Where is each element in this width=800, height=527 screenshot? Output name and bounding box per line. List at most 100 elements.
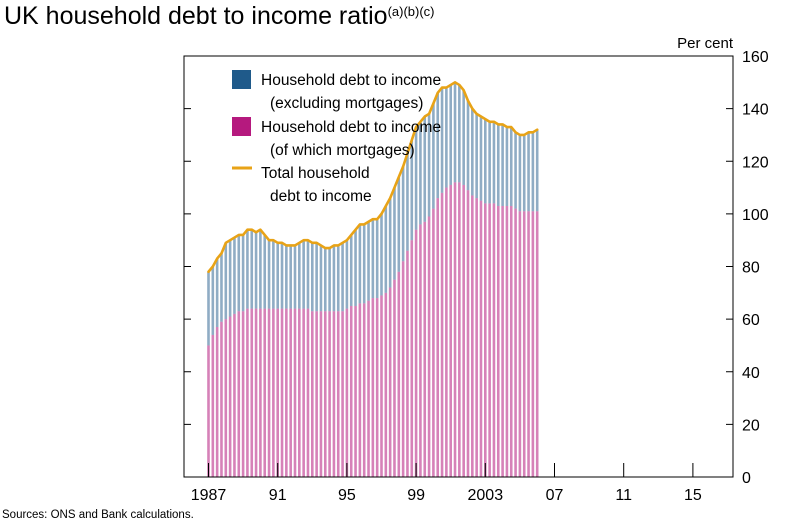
mortgage-bar bbox=[445, 187, 448, 477]
mortgage-bar bbox=[228, 316, 232, 477]
mortgage-bar bbox=[345, 308, 349, 477]
mortgage-bar bbox=[220, 321, 223, 477]
non-mortgage-bar bbox=[445, 87, 448, 188]
non-mortgage-bar bbox=[380, 213, 383, 296]
non-mortgage-bar bbox=[492, 121, 496, 204]
mortgage-bar bbox=[419, 224, 422, 477]
non-mortgage-bar bbox=[484, 119, 487, 204]
mortgage-bar bbox=[410, 240, 414, 477]
non-mortgage-bar bbox=[298, 242, 301, 309]
legend-label-mortgage: Household debt to income bbox=[261, 119, 441, 136]
mortgage-bar bbox=[458, 182, 461, 478]
non-mortgage-bar bbox=[280, 242, 284, 309]
non-mortgage-bar bbox=[423, 116, 427, 222]
mortgage-bar bbox=[246, 308, 249, 477]
non-mortgage-bar bbox=[388, 198, 392, 288]
non-mortgage-bar bbox=[224, 242, 228, 320]
non-mortgage-bar bbox=[406, 153, 409, 251]
non-mortgage-bar bbox=[384, 205, 388, 293]
y-tick-label: 0 bbox=[742, 470, 751, 487]
non-mortgage-bar bbox=[254, 232, 258, 309]
mortgage-bar bbox=[484, 203, 487, 477]
non-mortgage-bar bbox=[453, 82, 457, 183]
non-mortgage-bar bbox=[501, 124, 504, 206]
mortgage-bar bbox=[311, 311, 314, 477]
non-mortgage-bar bbox=[462, 90, 465, 185]
mortgage-bar bbox=[397, 271, 401, 477]
non-mortgage-bar bbox=[233, 237, 236, 314]
mortgage-bar bbox=[280, 308, 284, 477]
mortgage-bar bbox=[496, 205, 500, 477]
non-mortgage-bar bbox=[522, 134, 526, 212]
non-mortgage-bar bbox=[471, 108, 474, 196]
source-note: Sources: ONS and Bank calculations. bbox=[2, 509, 194, 521]
mortgage-bar bbox=[211, 334, 215, 477]
non-mortgage-bar bbox=[259, 229, 262, 309]
legend: Household debt to income (excluding mortg… bbox=[232, 70, 441, 205]
non-mortgage-bar bbox=[371, 219, 375, 299]
mortgage-bar bbox=[341, 311, 344, 477]
non-mortgage-bar bbox=[289, 245, 292, 309]
non-mortgage-bar bbox=[440, 87, 444, 193]
non-mortgage-bar bbox=[518, 134, 522, 212]
y-tick-label: 20 bbox=[742, 417, 760, 434]
non-mortgage-bar bbox=[527, 132, 530, 212]
non-mortgage-bar bbox=[341, 242, 344, 312]
mortgage-bar bbox=[380, 295, 383, 477]
mortgage-bar bbox=[453, 182, 457, 478]
legend-label-non_mortgage: (excluding mortgages) bbox=[270, 95, 423, 112]
non-mortgage-bar bbox=[207, 271, 210, 346]
mortgage-bar bbox=[267, 308, 271, 477]
mortgage-bar bbox=[406, 250, 409, 477]
mortgage-bar bbox=[522, 211, 526, 477]
mortgage-bar bbox=[427, 216, 431, 477]
y-tick-label: 120 bbox=[742, 154, 769, 171]
non-mortgage-bar bbox=[285, 245, 288, 309]
x-tick-label: 11 bbox=[615, 487, 632, 504]
non-mortgage-bar bbox=[367, 221, 370, 301]
x-tick-label: 95 bbox=[338, 487, 356, 504]
mortgage-bar bbox=[306, 308, 310, 477]
non-mortgage-bar bbox=[432, 103, 435, 209]
non-mortgage-bar bbox=[488, 121, 491, 204]
mortgage-bar bbox=[336, 311, 340, 477]
bars-group bbox=[207, 82, 539, 478]
x-tick-label: 99 bbox=[407, 487, 425, 504]
non-mortgage-bar bbox=[211, 266, 215, 335]
non-mortgage-bar bbox=[228, 240, 232, 317]
non-mortgage-bar bbox=[466, 100, 470, 191]
non-mortgage-bar bbox=[276, 242, 279, 309]
non-mortgage-bar bbox=[479, 116, 483, 201]
legend-label-non_mortgage: Household debt to income bbox=[261, 72, 441, 89]
x-tick-label: 2003 bbox=[468, 487, 504, 504]
non-mortgage-bar bbox=[220, 253, 223, 322]
legend-swatch-mortgage bbox=[232, 117, 251, 136]
mortgage-bar bbox=[449, 184, 452, 477]
non-mortgage-bar bbox=[410, 140, 414, 241]
non-mortgage-bar bbox=[323, 248, 327, 312]
non-mortgage-bar bbox=[401, 166, 405, 262]
legend-label-mortgage: (of which mortgages) bbox=[270, 142, 415, 159]
non-mortgage-bar bbox=[436, 92, 440, 199]
non-mortgage-bar bbox=[427, 113, 431, 217]
non-mortgage-bar bbox=[535, 129, 539, 212]
mortgage-bar bbox=[367, 300, 370, 477]
non-mortgage-bar bbox=[263, 234, 267, 309]
non-mortgage-bar bbox=[267, 240, 271, 309]
mortgage-bar bbox=[272, 308, 275, 477]
y-tick-label: 60 bbox=[742, 312, 760, 329]
non-mortgage-bar bbox=[328, 248, 331, 312]
mortgage-bar bbox=[319, 311, 323, 477]
mortgage-bar bbox=[207, 345, 210, 477]
non-mortgage-bar bbox=[509, 127, 513, 206]
x-axis: 1987 91 95 99 2003 07 11 15 bbox=[191, 463, 702, 504]
non-mortgage-bar bbox=[315, 242, 318, 312]
mortgage-bar bbox=[514, 208, 517, 478]
non-mortgage-bar bbox=[414, 127, 418, 230]
y-tick-label: 160 bbox=[742, 49, 769, 66]
non-mortgage-bar bbox=[272, 240, 275, 309]
mortgage-bar bbox=[289, 308, 292, 477]
non-mortgage-bar bbox=[358, 224, 362, 304]
mortgage-bar bbox=[362, 303, 366, 477]
mortgage-bar bbox=[466, 190, 470, 477]
